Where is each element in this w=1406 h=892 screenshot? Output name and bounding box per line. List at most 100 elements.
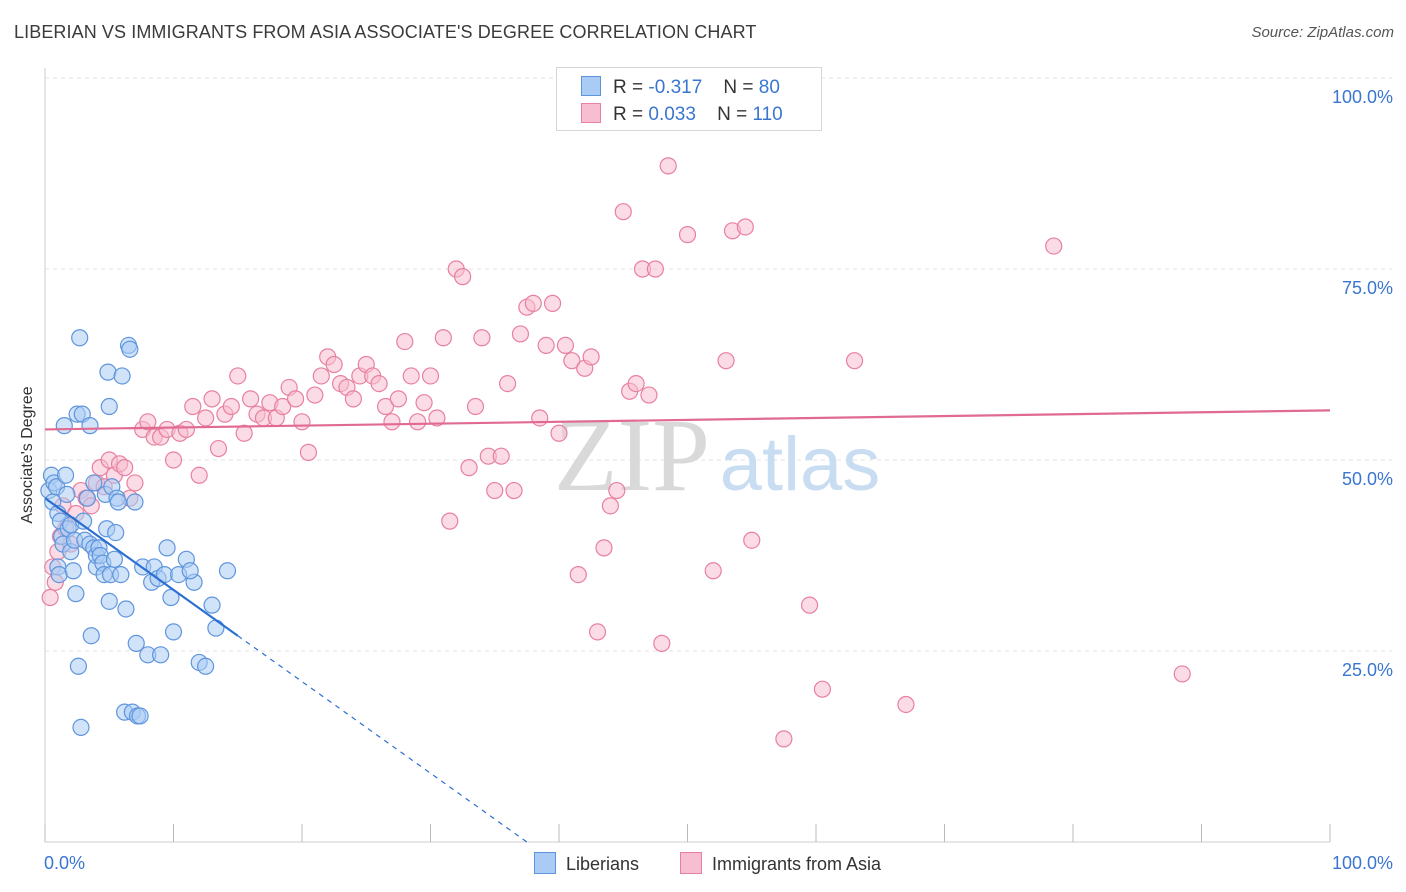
asia-point-104: [678, 226, 697, 244]
n-value-liberians: 80: [758, 77, 780, 98]
asia-point-93: [595, 539, 613, 557]
asia-point-78: [499, 375, 517, 393]
asia-point-112: [813, 680, 832, 698]
asia-point-45: [286, 390, 305, 408]
liberians-point-47: [107, 523, 125, 542]
n-label: N =: [717, 104, 748, 125]
liberians-point-76: [218, 562, 237, 580]
asia-point-87: [556, 336, 575, 354]
asia-point-49: [312, 367, 330, 385]
asia-point-59: [376, 397, 395, 416]
liberians-point-75: [207, 619, 225, 637]
liberians-point-77: [203, 596, 221, 614]
asia-trend-line: [44, 409, 1331, 431]
liberians-points: [40, 329, 237, 737]
n-label: N =: [723, 77, 754, 98]
axes: [44, 68, 1331, 843]
watermark-zip: ZIP: [554, 398, 710, 513]
liberians-point-59: [131, 707, 149, 725]
legend-label-asia: Immigrants from Asia: [712, 854, 882, 874]
asia-point-89: [569, 565, 587, 584]
liberians-trend-extension: [237, 635, 528, 843]
asia-point-0: [41, 588, 59, 607]
liberians-point-22: [71, 329, 89, 347]
x-tick-label-0: 0.0%: [44, 853, 85, 873]
asia-point-48: [306, 386, 324, 404]
liberians-point-30: [82, 627, 100, 645]
liberians-point-46: [105, 550, 123, 568]
watermark: ZIP atlas: [554, 398, 880, 513]
asia-point-77: [492, 447, 510, 465]
asia-point-84: [537, 336, 555, 354]
asia-point-115: [1045, 237, 1063, 255]
immigrants-from-asia-points: [41, 157, 1191, 748]
asia-point-79: [505, 481, 523, 500]
tick-labels: 25.0% 50.0% 75.0% 100.0% 0.0% 100.0%: [44, 87, 1393, 873]
asia-point-36: [229, 367, 247, 385]
liberians-point-12: [56, 466, 75, 484]
asia-point-63: [402, 367, 420, 385]
asia-point-20: [126, 474, 144, 492]
asia-point-26: [164, 451, 183, 469]
legend-label-liberians: Liberians: [566, 854, 640, 874]
asia-point-110: [775, 730, 793, 748]
asia-point-69: [441, 512, 459, 530]
legend-item-asia[interactable]: Immigrants from Asia: [680, 852, 881, 875]
y-tick-label-1: 50.0%: [1342, 469, 1393, 489]
liberians-point-27: [78, 489, 97, 507]
liberians-point-23: [72, 718, 90, 737]
asia-point-96: [614, 203, 632, 221]
asia-point-18: [116, 459, 134, 477]
liberians-point-65: [152, 646, 170, 664]
asia-point-37: [235, 424, 253, 442]
asia-point-111: [800, 596, 819, 614]
asia-point-73: [466, 397, 485, 416]
asia-point-22: [139, 413, 157, 431]
asia-point-85: [543, 294, 562, 312]
asia-point-91: [582, 348, 600, 366]
liberians-point-42: [100, 397, 118, 416]
liberians-point-49: [109, 493, 127, 511]
asia-point-83: [531, 409, 549, 427]
liberians-legend-swatch: [534, 852, 556, 874]
liberians-point-28: [81, 417, 99, 435]
asia-point-95: [608, 481, 626, 500]
liberians-swatch: [581, 76, 601, 96]
liberians-point-19: [67, 585, 85, 603]
liberians-point-74: [197, 657, 215, 675]
asia-point-100: [640, 386, 658, 404]
asia-point-47: [299, 443, 318, 461]
asia-point-68: [434, 329, 452, 347]
y-tick-label-2: 75.0%: [1342, 278, 1393, 298]
r-label: R =: [613, 77, 644, 98]
gridlines: [45, 77, 1392, 652]
liberians-point-51: [113, 367, 131, 385]
asia-point-62: [396, 332, 414, 351]
stats-legend-row-liberians: R = -0.317 N = 80: [581, 76, 780, 98]
asia-point-113: [845, 352, 864, 370]
asia-point-33: [209, 439, 228, 458]
liberians-point-79: [117, 600, 135, 618]
x-tick-label-1: 100.0%: [1332, 853, 1393, 873]
liberians-trend-line: [44, 497, 239, 637]
liberians-point-54: [121, 340, 139, 358]
asia-point-94: [601, 497, 620, 515]
legend-item-liberians[interactable]: Liberians: [534, 852, 639, 875]
asia-point-67: [428, 409, 446, 427]
watermark-atlas: atlas: [720, 422, 881, 507]
asia-point-116: [1173, 665, 1191, 683]
asia-point-58: [370, 375, 388, 393]
liberians-point-11: [55, 417, 73, 435]
asia-point-92: [588, 623, 607, 641]
stats-legend-row-asia: R = 0.033 N = 110: [581, 103, 783, 125]
asia-legend-swatch: [680, 852, 702, 874]
asia-point-28: [177, 420, 195, 439]
asia-point-102: [653, 634, 671, 652]
liberians-point-56: [126, 493, 144, 511]
y-tick-label-3: 100.0%: [1332, 87, 1393, 107]
asia-point-38: [242, 390, 260, 408]
asia-point-60: [383, 413, 401, 431]
asia-point-54: [344, 390, 362, 408]
asia-point-72: [460, 459, 478, 477]
